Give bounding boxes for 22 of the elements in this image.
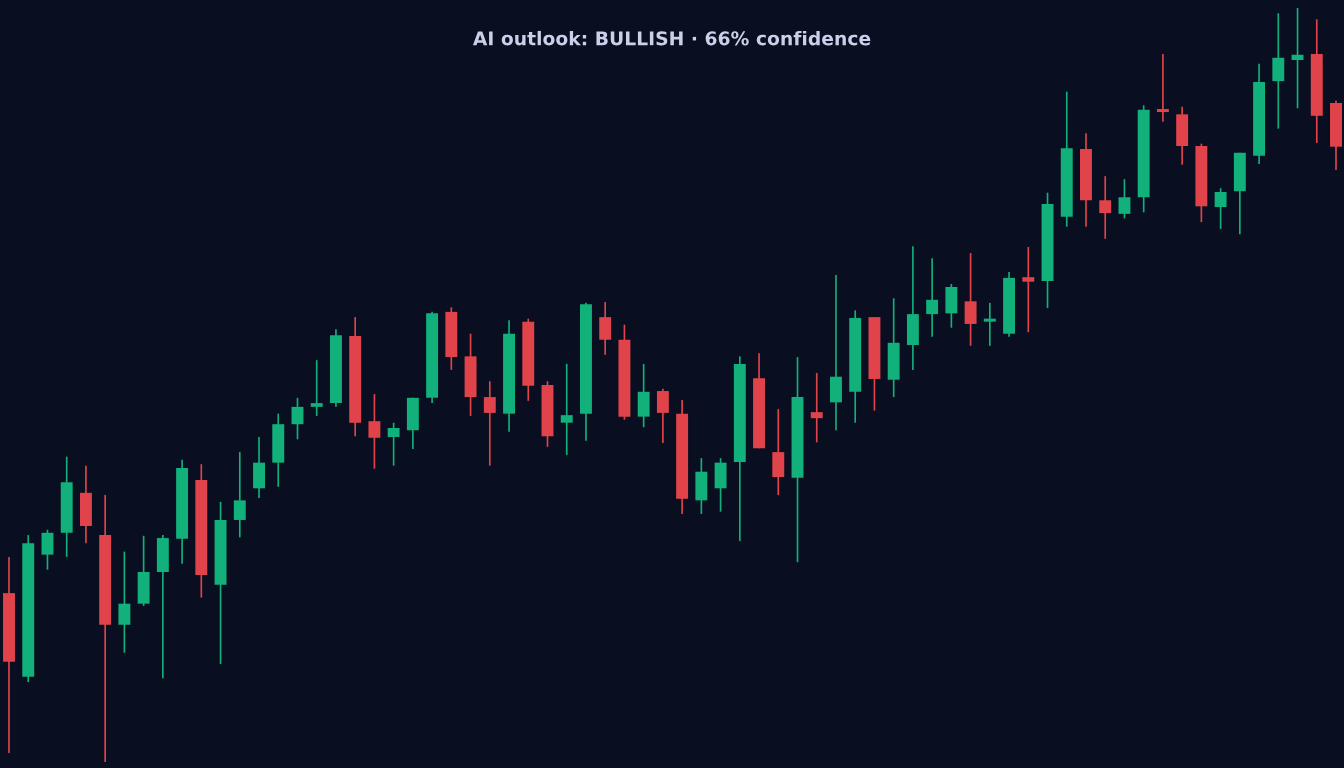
candlestick (1118, 178, 1131, 220)
candlestick (1099, 175, 1112, 240)
candlestick (1214, 187, 1227, 230)
candlestick (118, 550, 131, 654)
candlestick (560, 363, 573, 456)
candlestick (983, 301, 996, 347)
candlestick (483, 380, 496, 467)
candlestick (656, 387, 669, 444)
candlestick (310, 359, 323, 417)
candlestick (1156, 53, 1169, 123)
candlestick (926, 257, 939, 338)
candlestick (810, 372, 823, 444)
candlestick (368, 393, 381, 470)
text: AI outlook: BULLISH · 66% confidence (472, 30, 871, 46)
candlestick (233, 451, 246, 539)
candlestick (964, 252, 977, 347)
candlestick (1272, 12, 1285, 130)
candlestick (1022, 246, 1035, 334)
candlestick (291, 396, 304, 441)
candlestick (599, 301, 612, 356)
candlestick (387, 421, 400, 467)
candlestick (41, 528, 54, 571)
